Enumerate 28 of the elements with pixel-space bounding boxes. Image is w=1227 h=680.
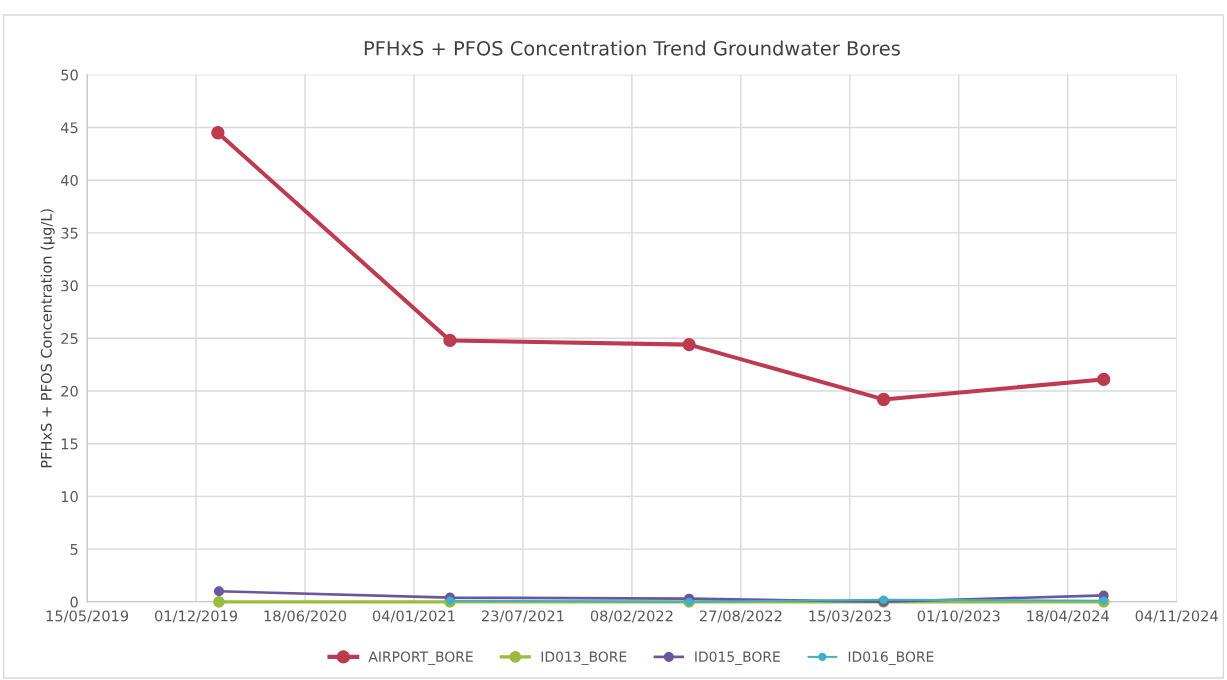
legend-label: ID013_BORE [541, 651, 627, 666]
x-tick-label: 04/11/2024 [1135, 610, 1218, 623]
legend-label: ID015_BORE [695, 651, 780, 666]
y-tick-label: 20 [61, 385, 78, 397]
x-tick-label: 18/06/2020 [264, 610, 347, 623]
legend-label: AIRPORT_BORE [368, 651, 473, 666]
y-tick-label: 0 [70, 596, 78, 608]
y-tick-label: 15 [61, 438, 78, 450]
y-tick-label: 50 [61, 69, 78, 81]
y-tick-label: 40 [60, 174, 78, 186]
x-tick-label: 08/02/2022 [590, 610, 673, 623]
legend-label: ID016_BORE [848, 651, 934, 666]
chart-title: PFHxS + PFOS Concentration Trend Groundwater Bores [364, 40, 900, 56]
y-tick-label: 25 [61, 333, 78, 345]
y-tick-label: 45 [60, 122, 78, 134]
x-tick-label: 15/05/2019 [46, 610, 129, 623]
y-tick-label: 35 [61, 227, 78, 239]
x-tick-label: 01/10/2023 [917, 610, 1000, 623]
x-tick-label: 01/12/2019 [155, 610, 238, 623]
y-tick-label: 30 [61, 280, 78, 292]
x-tick-label: 18/04/2024 [1027, 610, 1109, 623]
y-tick-label: 5 [70, 544, 78, 555]
y-axis-title: PFHxS + PFOS Concentration (µg/L) [40, 209, 55, 468]
x-tick-label: 15/03/2023 [809, 610, 891, 623]
y-tick-label: 10 [61, 491, 78, 503]
x-tick-label: 27/08/2022 [699, 610, 782, 623]
x-tick-label: 23/07/2021 [481, 610, 564, 623]
x-tick-label: 04/01/2021 [372, 610, 455, 623]
